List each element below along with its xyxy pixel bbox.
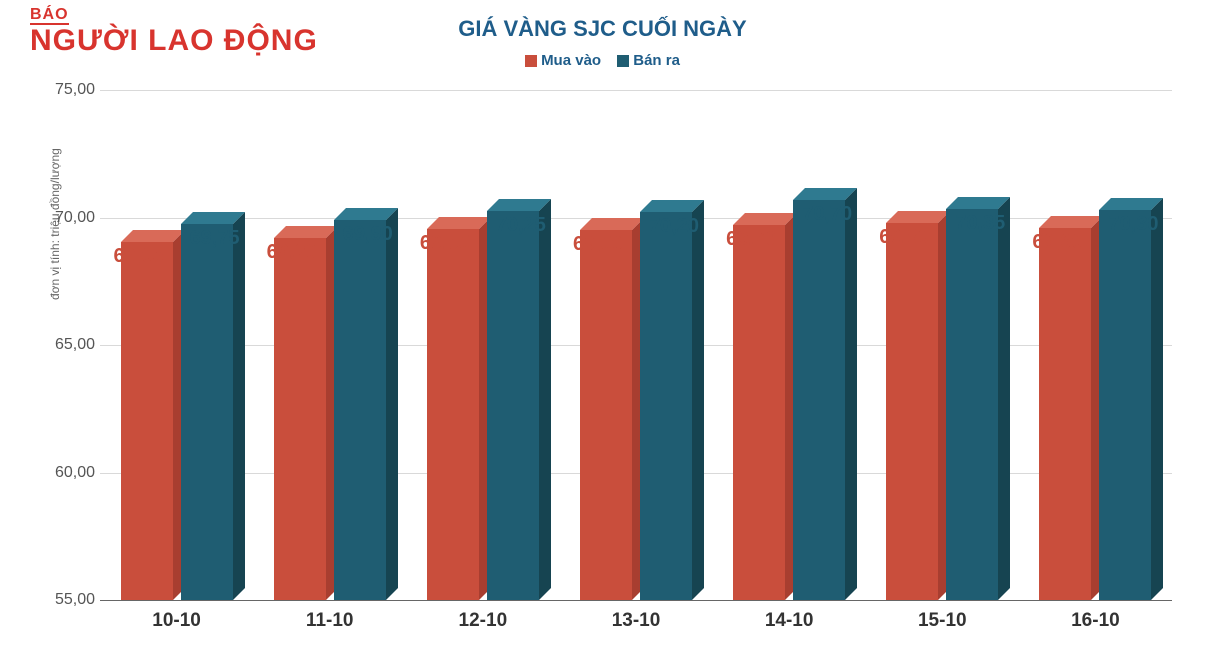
x-tick-label: 14-10	[765, 610, 814, 632]
bar-value-label: 70,35	[954, 212, 1006, 235]
bar: 69,55	[427, 229, 479, 600]
bar: 69,50	[580, 230, 632, 600]
bar: 70,25	[487, 211, 539, 600]
legend-item-mua-vao: Mua vào	[525, 52, 601, 69]
x-tick-label: 10-10	[152, 610, 201, 632]
bar: 70,35	[946, 209, 998, 600]
bar: 70,30	[1099, 210, 1151, 600]
bar-value-label: 69,60	[1031, 231, 1083, 254]
chart-plot-area: 55,0060,0065,0070,0075,0010-1069,0569,75…	[100, 90, 1172, 600]
bar-side	[539, 199, 551, 600]
bar-top	[121, 230, 185, 242]
bar-front	[274, 238, 326, 600]
bar: 69,60	[1039, 228, 1091, 600]
x-tick-label: 12-10	[459, 610, 508, 632]
y-tick-label: 65,00	[50, 336, 95, 354]
y-tick-label: 75,00	[50, 81, 95, 99]
bar-front	[886, 223, 938, 600]
bar-front	[1039, 228, 1091, 600]
bar-side	[386, 208, 398, 600]
bar-value-label: 70,25	[495, 214, 547, 237]
bar-value-label: 69,55	[419, 232, 471, 255]
bar-value-label: 70,70	[801, 203, 853, 226]
x-tick-label: 13-10	[612, 610, 661, 632]
bar-value-label: 69,70	[725, 228, 777, 251]
legend-swatch-ban-ra	[617, 55, 629, 67]
bar-value-label: 69,05	[113, 245, 165, 268]
bar-side	[845, 188, 857, 600]
legend-item-ban-ra: Bán ra	[617, 52, 680, 69]
x-axis-line	[100, 600, 1172, 601]
bar: 69,70	[733, 225, 785, 600]
bar: 69,90	[334, 220, 386, 600]
legend-label-ban-ra: Bán ra	[633, 52, 680, 69]
legend-swatch-mua-vao	[525, 55, 537, 67]
bar-side	[998, 197, 1010, 600]
bar: 70,20	[640, 212, 692, 600]
bar-value-label: 69,80	[878, 226, 930, 249]
bar-front	[580, 230, 632, 600]
gridline	[100, 90, 1172, 91]
bar-front	[181, 224, 233, 600]
x-tick-label: 11-10	[306, 610, 354, 632]
bar-value-label: 70,20	[648, 215, 700, 238]
bar-front	[121, 242, 173, 600]
bar-front	[946, 209, 998, 600]
bar: 69,05	[121, 242, 173, 600]
y-tick-label: 60,00	[50, 464, 95, 482]
bar-side	[1151, 198, 1163, 600]
bar-front	[334, 220, 386, 600]
bar-value-label: 69,75	[189, 227, 241, 250]
bar: 70,70	[793, 200, 845, 600]
bar-front	[793, 200, 845, 600]
legend-label-mua-vao: Mua vào	[541, 52, 601, 69]
bar: 69,80	[886, 223, 938, 600]
bar-value-label: 69,50	[572, 233, 624, 256]
y-tick-label: 70,00	[50, 209, 95, 227]
bar-value-label: 69,20	[266, 241, 318, 264]
bar: 69,75	[181, 224, 233, 600]
bar-front	[640, 212, 692, 600]
bar-front	[427, 229, 479, 600]
bar-side	[692, 200, 704, 600]
bar-value-label: 69,90	[342, 223, 394, 246]
x-tick-label: 15-10	[918, 610, 967, 632]
bar-value-label: 70,30	[1107, 213, 1159, 236]
chart-title: GIÁ VÀNG SJC CUỐI NGÀY	[0, 16, 1205, 42]
bar-front	[487, 211, 539, 600]
x-tick-label: 16-10	[1071, 610, 1120, 632]
y-tick-label: 55,00	[50, 591, 95, 609]
bar-side	[233, 212, 245, 600]
chart-legend: Mua vào Bán ra	[0, 52, 1205, 69]
bar-front	[1099, 210, 1151, 600]
bar-front	[733, 225, 785, 600]
bar: 69,20	[274, 238, 326, 600]
